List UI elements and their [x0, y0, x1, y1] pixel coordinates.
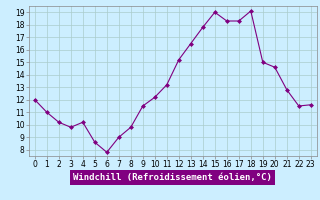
X-axis label: Windchill (Refroidissement éolien,°C): Windchill (Refroidissement éolien,°C)	[73, 173, 272, 182]
